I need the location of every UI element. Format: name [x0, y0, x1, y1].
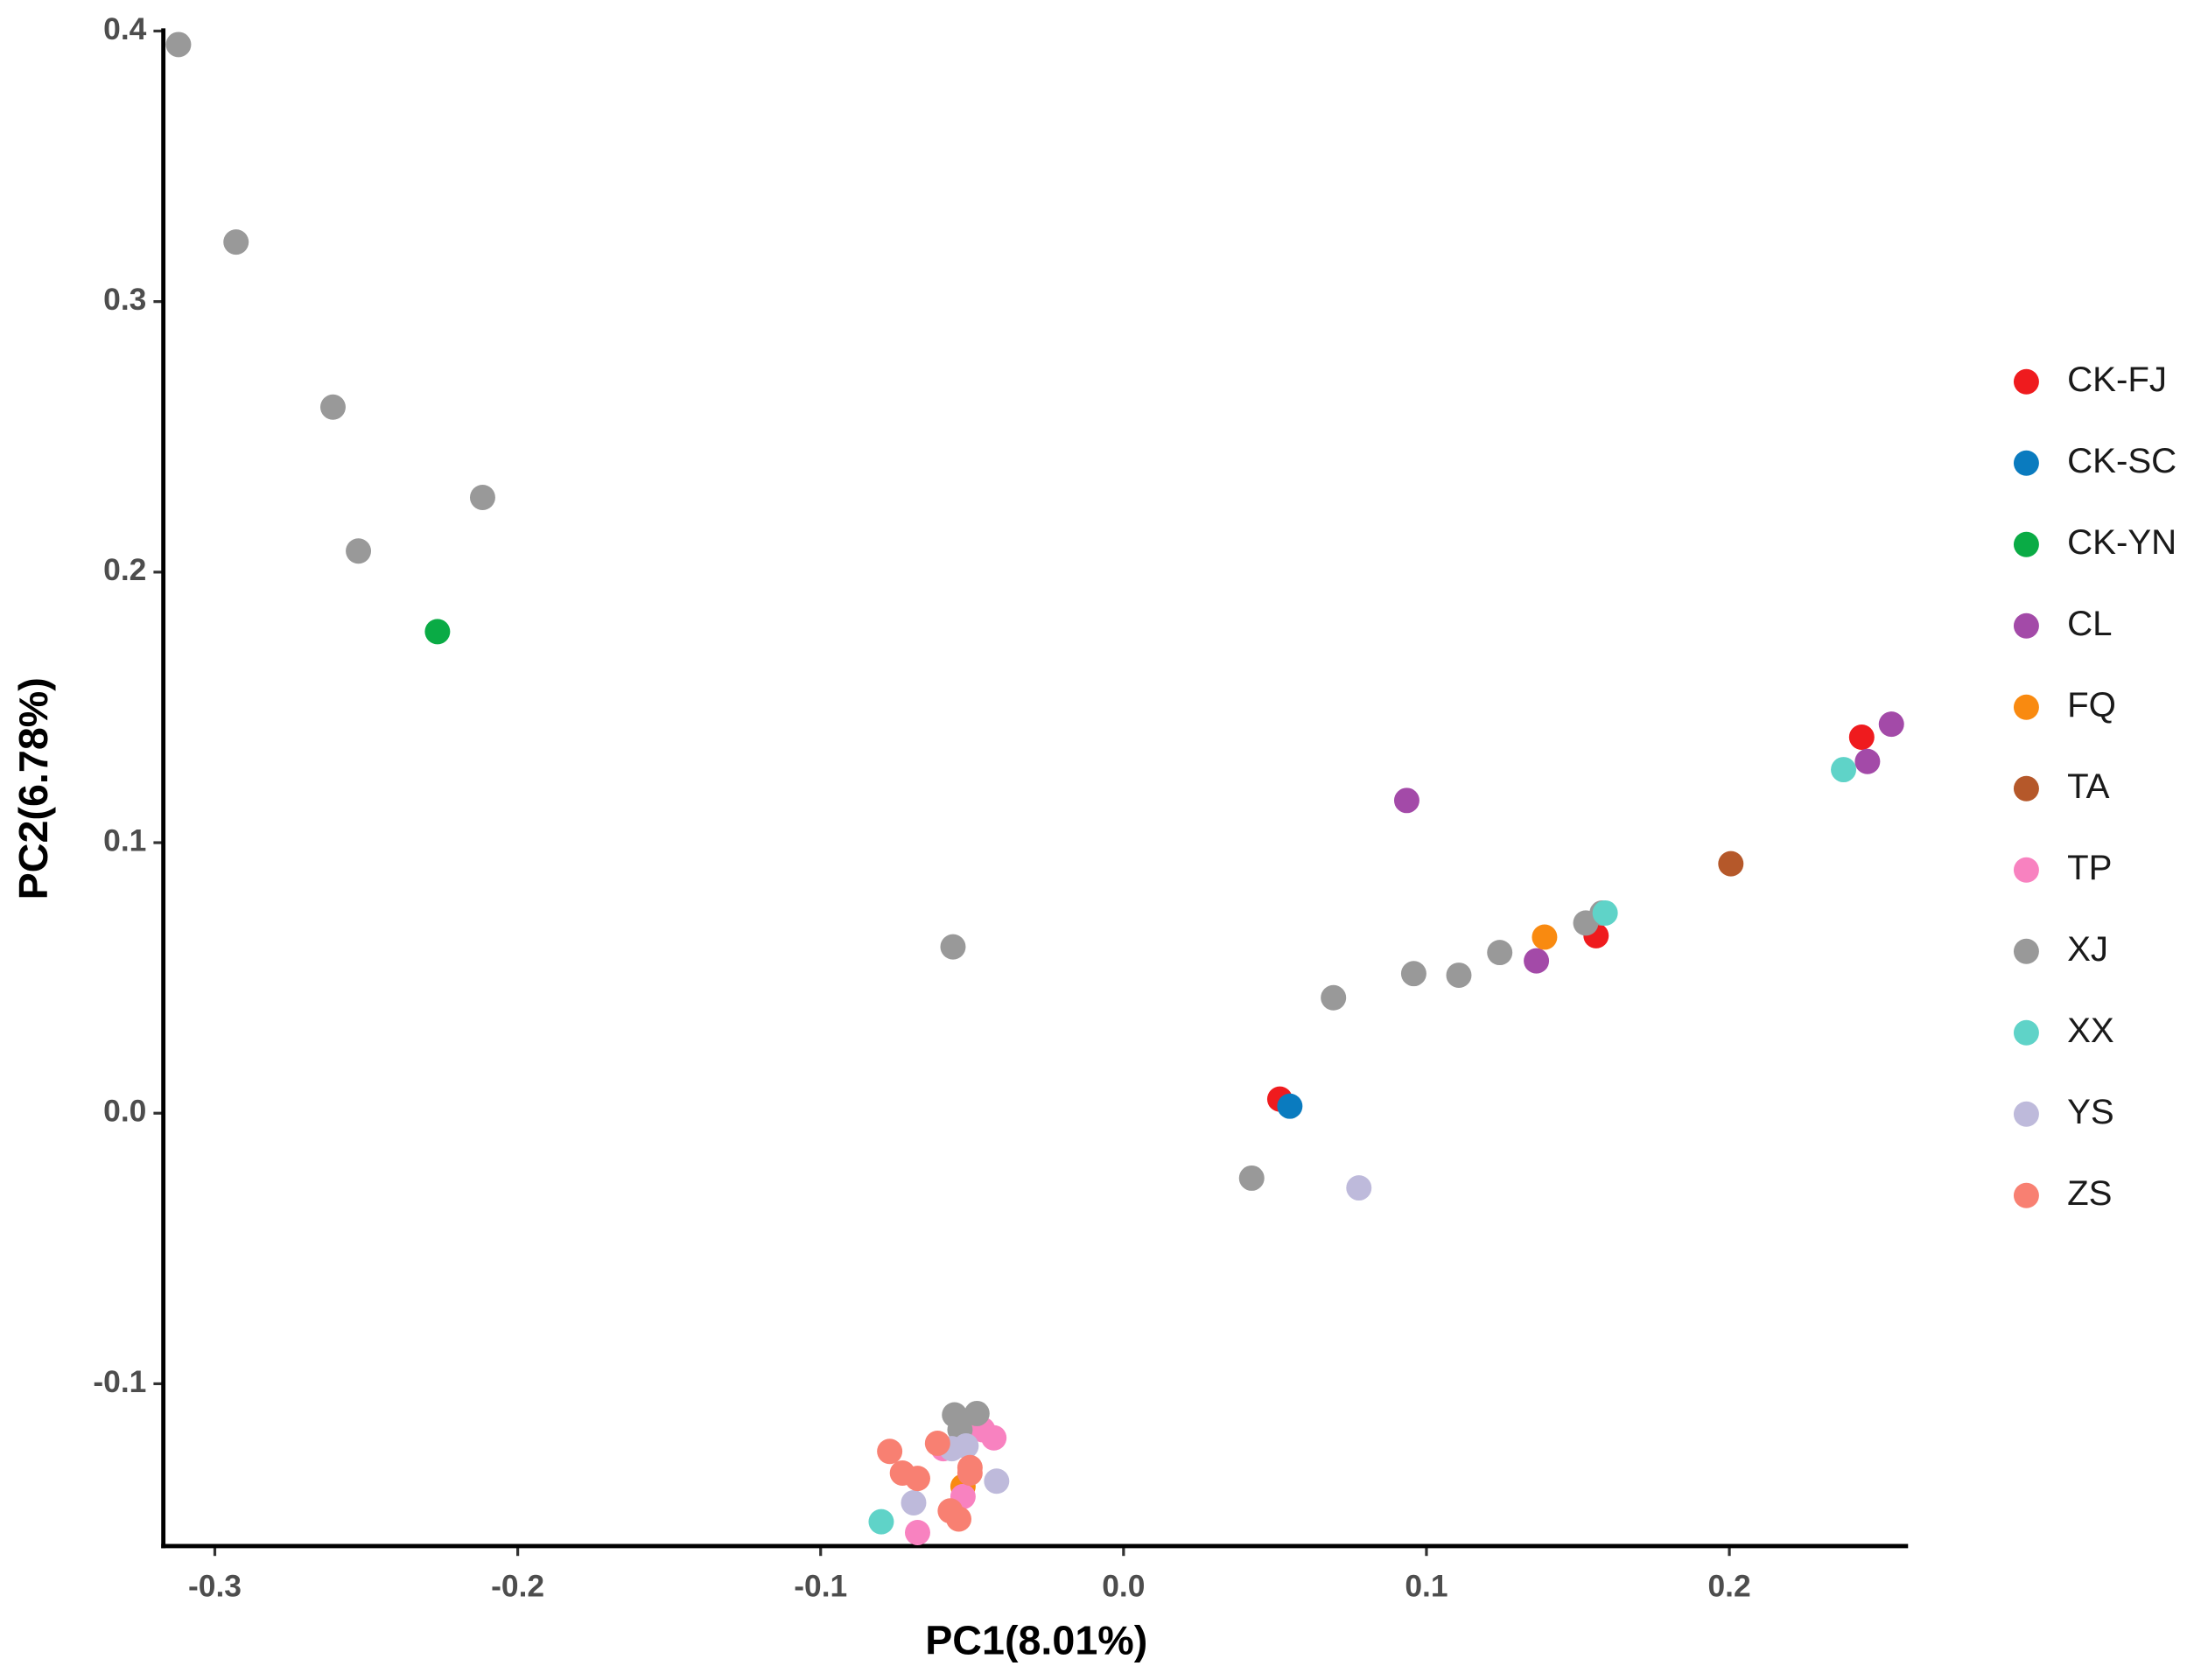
legend-marker — [2013, 694, 2039, 720]
legend-label: XJ — [2067, 929, 2108, 969]
legend-marker — [2013, 450, 2039, 476]
point — [1878, 711, 1904, 738]
point — [868, 1508, 894, 1535]
legend-marker — [2013, 775, 2039, 802]
legend-label: CK-YN — [2067, 522, 2176, 562]
legend-label: TA — [2067, 766, 2110, 806]
y-tick-label: 0.2 — [103, 553, 146, 587]
legend-label: CK-SC — [2067, 441, 2176, 480]
point — [1718, 850, 1744, 877]
legend-marker — [2013, 368, 2039, 395]
point — [924, 1430, 950, 1456]
point — [319, 394, 346, 420]
point — [1487, 940, 1513, 966]
point — [1446, 962, 1472, 989]
point — [1238, 1165, 1265, 1191]
x-tick-label: 0.1 — [1405, 1570, 1447, 1604]
x-tick-label: 0.2 — [1707, 1570, 1750, 1604]
point — [957, 1460, 983, 1486]
legend-label: CL — [2067, 604, 2112, 643]
point — [1831, 757, 1857, 783]
legend-label: FQ — [2067, 685, 2116, 724]
point — [946, 1506, 972, 1532]
legend-label: TP — [2067, 848, 2112, 887]
y-axis-title: PC2(6.78%) — [11, 677, 56, 900]
point — [1321, 984, 1347, 1011]
point — [1524, 948, 1550, 974]
point — [424, 619, 451, 645]
legend-label: CK-FJ — [2067, 360, 2167, 399]
legend-marker — [2013, 531, 2039, 557]
x-tick-label: -0.1 — [794, 1570, 847, 1604]
x-tick-label: -0.2 — [491, 1570, 544, 1604]
legend-label: ZS — [2067, 1173, 2112, 1213]
y-tick-label: -0.1 — [93, 1365, 146, 1399]
point — [904, 1520, 930, 1545]
y-tick-label: 0.1 — [103, 823, 146, 858]
point — [1346, 1175, 1372, 1201]
point — [1592, 900, 1618, 926]
point — [1854, 748, 1881, 774]
point — [1848, 724, 1875, 750]
point — [940, 934, 966, 960]
point — [904, 1466, 930, 1492]
legend-marker — [2013, 1182, 2039, 1208]
point — [1277, 1093, 1303, 1119]
point — [984, 1468, 1010, 1494]
point — [1532, 924, 1558, 950]
x-axis-title: PC1(8.01%) — [925, 1617, 1147, 1662]
y-tick-label: 0.3 — [103, 283, 146, 317]
point — [1400, 961, 1426, 987]
y-tick-label: 0.0 — [103, 1095, 146, 1129]
point — [165, 32, 192, 58]
point — [964, 1400, 990, 1426]
y-tick-label: 0.4 — [103, 12, 147, 46]
legend-label: YS — [2067, 1092, 2114, 1131]
legend-marker — [2013, 612, 2039, 639]
legend-marker — [2013, 1101, 2039, 1127]
x-tick-label: -0.3 — [188, 1570, 242, 1604]
legend-marker — [2013, 938, 2039, 964]
legend-label: XX — [2067, 1011, 2114, 1050]
legend-marker — [2013, 1019, 2039, 1046]
point — [223, 229, 249, 256]
point — [469, 485, 495, 510]
point — [877, 1438, 903, 1465]
point — [346, 538, 372, 564]
x-tick-label: 0.0 — [1102, 1570, 1145, 1604]
point — [901, 1489, 927, 1516]
point — [1393, 788, 1419, 814]
legend-marker — [2013, 857, 2039, 883]
